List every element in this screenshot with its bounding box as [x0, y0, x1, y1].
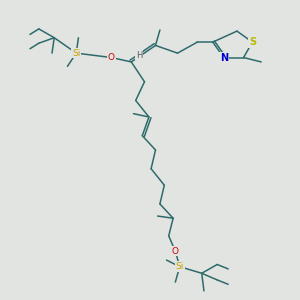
Text: O: O [108, 53, 115, 62]
Text: N: N [220, 52, 228, 62]
Text: Si: Si [176, 262, 184, 271]
Text: H: H [136, 51, 142, 60]
Text: O: O [172, 247, 179, 256]
Text: Si: Si [72, 49, 80, 58]
Text: S: S [249, 37, 256, 47]
